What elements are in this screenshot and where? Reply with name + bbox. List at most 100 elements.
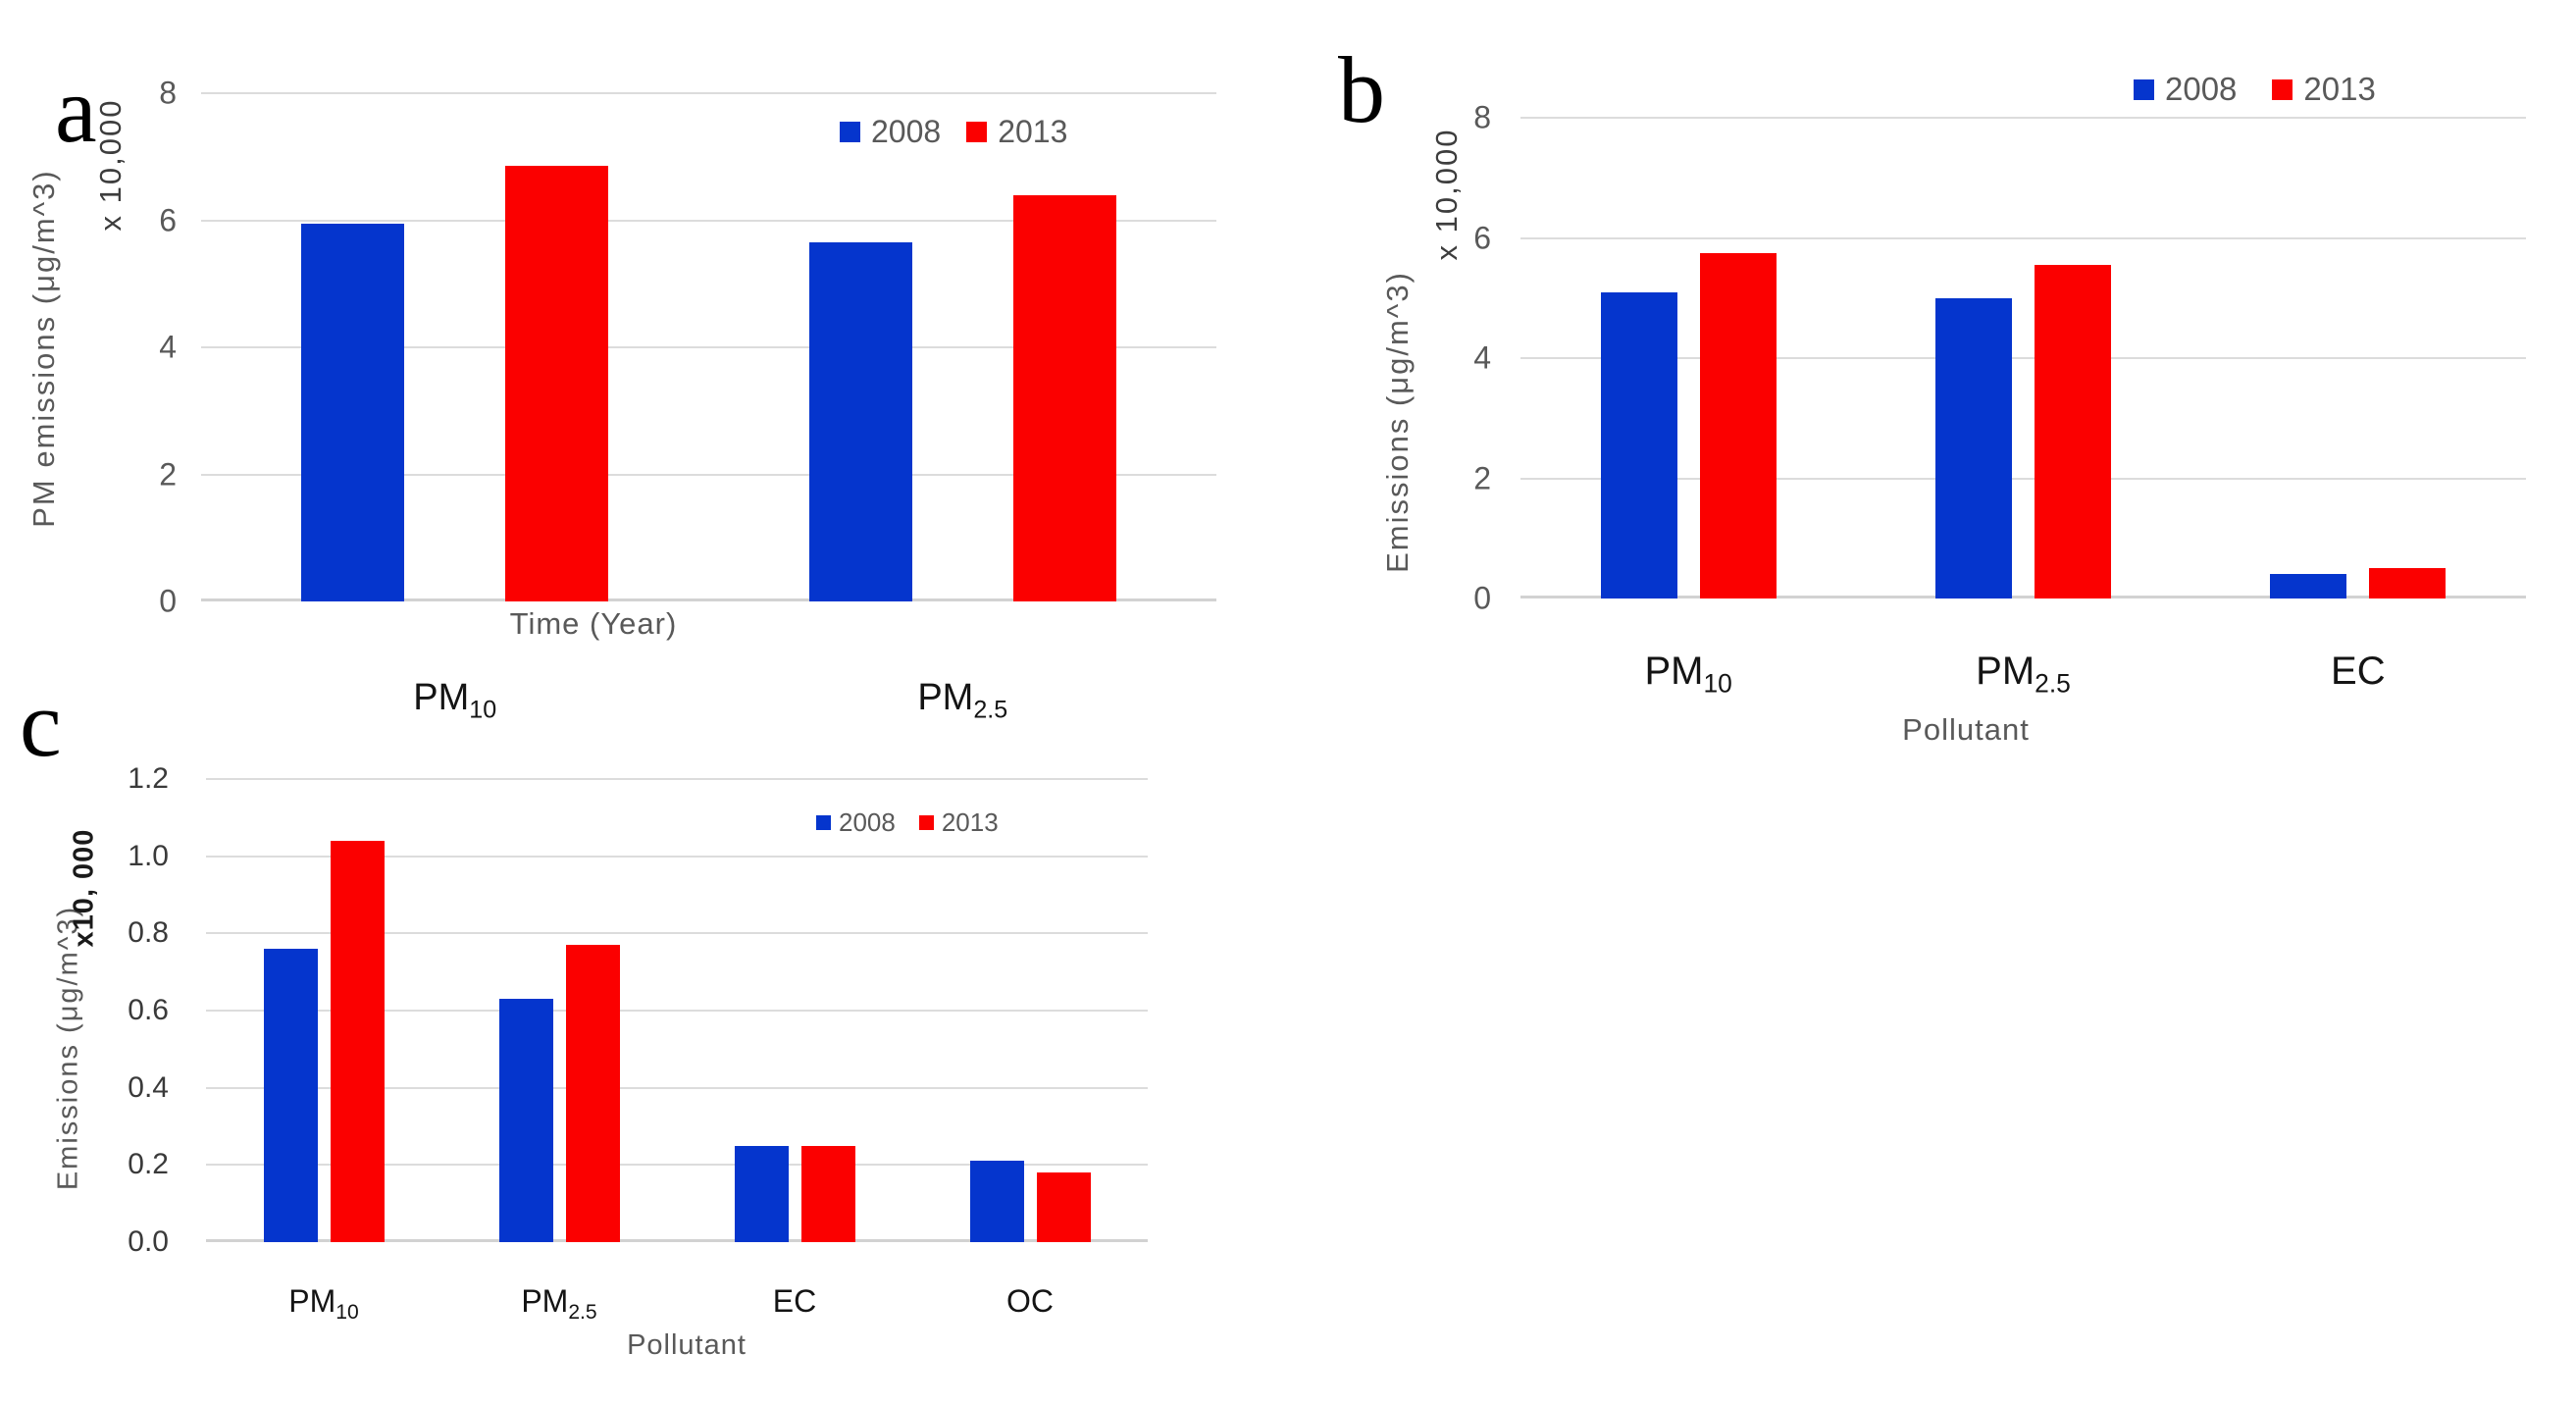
bar-2013-EC <box>800 1146 855 1242</box>
category-base: OC <box>1006 1283 1054 1319</box>
y-tick-label: 2 <box>1473 460 1491 495</box>
bar-2008-OC <box>969 1161 1024 1242</box>
category-label-PM10: PM10 <box>288 1283 358 1325</box>
y-axis-title: PM emissions (μg/m^3) <box>26 169 61 528</box>
category-base: PM <box>413 677 470 718</box>
plot-area: 0 2 4 6 8 <box>1473 100 2526 616</box>
y-axis-title: Emissions (μg/m^3) <box>1380 271 1415 573</box>
legend-label-2008: 2008 <box>839 807 896 837</box>
legend-label-2013: 2013 <box>998 114 1068 149</box>
y-tick-label: 0.0 <box>128 1225 169 1258</box>
gridline <box>201 473 1216 476</box>
gridline <box>1520 477 2526 480</box>
bar-2013-PM10 <box>1699 253 1777 598</box>
plot-area: 0 2 4 6 8 <box>159 76 1216 619</box>
y-tick-label: 0 <box>1473 580 1491 616</box>
x-axis-baseline <box>1520 596 2526 598</box>
bar-2008-EC <box>2270 574 2347 598</box>
gridline <box>206 1010 1148 1012</box>
legend-item-2008: 2008 <box>840 114 941 150</box>
panel-letter-a: a <box>55 57 97 162</box>
bar-2008-PM10 <box>1600 292 1677 598</box>
x-axis-title: Pollutant <box>1902 712 2030 747</box>
category-label-OC: OC <box>1006 1283 1054 1325</box>
bar-2008-PM2.5 <box>1935 298 2012 598</box>
bar-2008-PM10 <box>263 949 318 1242</box>
y-tick-label: 6 <box>159 202 177 237</box>
gridline <box>201 346 1216 348</box>
y-tick-label: 0.2 <box>128 1148 169 1181</box>
category-base: PM <box>521 1283 569 1319</box>
legend-label-2008: 2008 <box>2165 71 2238 107</box>
x-category-labels: PM10 PM2.5 EC <box>1520 650 2526 718</box>
y-tick-label: 8 <box>159 75 177 111</box>
legend-swatch-2008 <box>840 122 860 142</box>
y-tick-label: 4 <box>1473 339 1491 376</box>
gridline <box>206 1164 1148 1167</box>
legend-item-2013: 2013 <box>966 114 1067 150</box>
legend-swatch-2013 <box>2272 78 2293 100</box>
x-axis-baseline <box>206 1239 1148 1242</box>
category-base: PM <box>917 677 974 718</box>
gridline <box>1520 117 2526 119</box>
legend-item-2013: 2013 <box>2272 71 2376 108</box>
x-category-labels: PM10 PM2.5 <box>201 677 1216 746</box>
y-axis-scale-note: x 10,000 <box>93 98 128 232</box>
category-base: PM <box>288 1283 336 1319</box>
category-label-EC: EC <box>2331 650 2386 700</box>
y-tick-label: 6 <box>1473 220 1491 255</box>
gridline <box>1520 236 2526 239</box>
legend-swatch-2013 <box>966 122 988 142</box>
panel-c: c Emissions (μg/m^3) x10, 000 0.0 0.2 0.4 0… <box>0 677 1300 1405</box>
y-tick-label: 1.0 <box>128 839 169 872</box>
bar-2013-OC <box>1036 1172 1091 1242</box>
y-tick-label: 0 <box>159 583 177 619</box>
category-label-PM2.5: PM2.5 <box>917 677 1007 724</box>
legend: 2008 2013 <box>840 114 1067 150</box>
legend-item-2013: 2013 <box>918 807 999 838</box>
legend: 2008 2013 <box>816 807 999 838</box>
category-subscript: 2.5 <box>2035 668 2071 699</box>
legend-label-2008: 2008 <box>871 114 942 149</box>
bar-2008-PM2.5 <box>808 242 912 601</box>
gridline <box>206 1086 1148 1089</box>
category-subscript: 10 <box>469 696 497 724</box>
x-axis-baseline <box>201 598 1216 601</box>
category-subscript: 10 <box>335 1300 359 1324</box>
legend-swatch-2013 <box>918 815 934 830</box>
category-subscript: 2.5 <box>973 696 1008 724</box>
category-base: EC <box>772 1283 817 1319</box>
panel-letter-c: c <box>20 671 62 776</box>
gridline <box>206 778 1148 780</box>
category-subscript: 2.5 <box>568 1300 597 1324</box>
panel-a: a PM emissions (μg/m^3) x 10,000 0 2 4 6 8 P… <box>0 0 1300 726</box>
bar-2013-PM2.5 <box>2035 265 2111 598</box>
y-axis-scale-note: x10, 000 <box>68 828 100 948</box>
x-category-labels: PM10 PM2.5 EC OC <box>206 1283 1148 1352</box>
legend-label-2013: 2013 <box>941 807 999 837</box>
legend-label-2013: 2013 <box>2303 71 2376 107</box>
y-axis-scale-note: x 10,000 <box>1429 128 1464 261</box>
category-label-EC: EC <box>773 1283 816 1325</box>
y-tick-label: 0.6 <box>128 994 169 1026</box>
legend-item-2008: 2008 <box>2134 71 2237 108</box>
bar-2013-PM10 <box>505 166 609 601</box>
y-tick-label: 2 <box>159 456 177 492</box>
bar-2008-PM10 <box>301 224 405 601</box>
category-label-PM2.5: PM2.5 <box>1976 650 2071 700</box>
y-tick-label: 8 <box>1473 99 1491 135</box>
category-label-PM10: PM10 <box>413 677 496 724</box>
bar-2013-PM2.5 <box>1012 195 1116 601</box>
bar-2008-PM2.5 <box>498 999 553 1242</box>
gridline <box>201 219 1216 222</box>
legend-item-2008: 2008 <box>816 807 896 838</box>
category-subscript: 10 <box>1703 668 1732 699</box>
panel-letter-b: b <box>1338 37 1385 142</box>
bar-2013-PM2.5 <box>565 945 620 1242</box>
y-tick-label: 4 <box>159 329 177 365</box>
gridline <box>206 855 1148 858</box>
y-tick-label: 0.8 <box>128 916 169 950</box>
x-axis-title: Pollutant <box>627 1329 747 1361</box>
gridline <box>201 92 1216 94</box>
